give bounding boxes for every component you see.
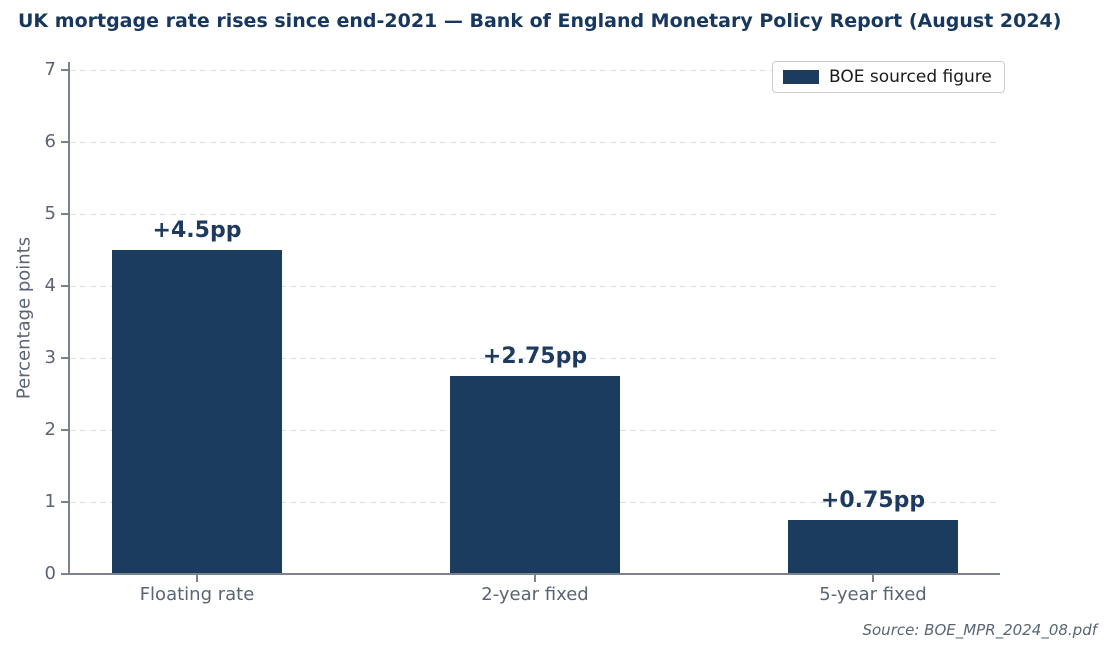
x-category-label-2: 5-year fixed: [819, 584, 927, 605]
x-tick-mark-2: [872, 575, 874, 582]
y-tick-label-7: 7: [44, 59, 56, 80]
bar-value-label-0: +4.5pp: [152, 218, 242, 243]
gridline-y4: [70, 285, 1000, 287]
y-tick-mark-7: [61, 69, 68, 71]
y-axis-line: [68, 62, 70, 575]
y-tick-label-0: 0: [44, 563, 56, 584]
legend-label: BOE sourced figure: [829, 67, 992, 87]
x-category-label-0: Floating rate: [139, 584, 255, 605]
y-tick-label-3: 3: [44, 347, 56, 368]
y-tick-mark-5: [61, 213, 68, 215]
x-tick-mark-1: [534, 575, 536, 582]
y-tick-label-1: 1: [44, 491, 56, 512]
y-axis-label: Percentage points: [13, 236, 35, 400]
y-tick-mark-1: [61, 501, 68, 503]
y-tick-mark-0: [61, 573, 68, 575]
legend: BOE sourced figure: [772, 61, 1005, 93]
legend-swatch: [783, 70, 819, 84]
bar-value-label-1: +2.75pp: [482, 344, 588, 369]
gridline-y7: [70, 69, 1000, 71]
bar-value-label-2: +0.75pp: [820, 488, 926, 513]
gridline-y5: [70, 213, 1000, 215]
gridline-y6: [70, 141, 1000, 143]
y-tick-label-5: 5: [44, 203, 56, 224]
y-tick-label-4: 4: [44, 275, 56, 296]
y-tick-mark-2: [61, 429, 68, 431]
bar-2: [788, 520, 958, 574]
chart-title: UK mortgage rate rises since end-2021 — …: [18, 10, 1062, 32]
x-category-label-1: 2-year fixed: [481, 584, 589, 605]
gridline-y3: [70, 357, 1000, 359]
source-note: Source: BOE_MPR_2024_08.pdf: [862, 621, 1097, 639]
bar-0: [112, 250, 282, 574]
y-tick-label-2: 2: [44, 419, 56, 440]
y-tick-label-6: 6: [44, 131, 56, 152]
y-tick-mark-3: [61, 357, 68, 359]
y-tick-mark-6: [61, 141, 68, 143]
y-tick-mark-4: [61, 285, 68, 287]
bar-1: [450, 376, 620, 574]
x-axis-line: [68, 573, 1000, 575]
x-tick-mark-0: [196, 575, 198, 582]
